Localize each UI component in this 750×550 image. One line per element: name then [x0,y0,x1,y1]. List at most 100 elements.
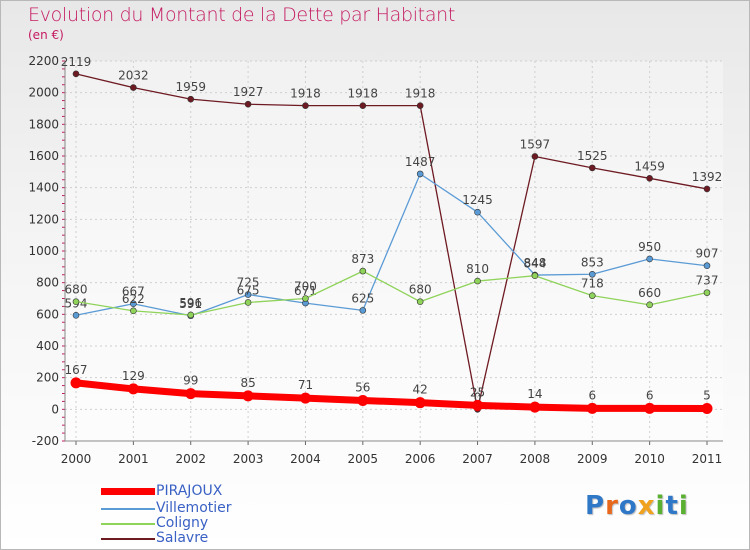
y-tick-label: 1400 [28,181,59,195]
data-label-salavre: 1959 [175,80,206,94]
y-tick-label: 2000 [28,86,59,100]
logo-letter: r [605,491,619,521]
data-label-pirajoux: 167 [65,363,88,377]
y-tick-label: 0 [51,402,59,416]
legend-label-pirajoux: PIRAJOUX [156,483,223,499]
data-point-villemotier [244,291,252,298]
logo-letter: o [618,491,638,521]
data-label-coligny: 700 [294,280,317,294]
data-point-salavre [187,95,195,103]
data-label-coligny: 844 [523,257,546,271]
data-label-pirajoux: 14 [527,387,542,401]
legend-swatch-pirajoux [101,488,155,495]
data-label-pirajoux: 71 [298,378,313,392]
logo-letter: t [665,491,679,521]
data-label-salavre: 1459 [634,159,665,173]
data-point-villemotier [359,307,367,314]
data-label-pirajoux: 6 [588,388,596,402]
x-tick-label: 2002 [175,452,206,466]
data-label-coligny: 680 [65,283,88,297]
y-tick-label: -200 [32,434,59,448]
data-label-villemotier: 1245 [462,193,493,207]
data-point-pirajoux [701,403,713,415]
data-label-coligny: 660 [638,286,661,300]
data-point-coligny [474,277,481,285]
data-label-villemotier: 950 [638,240,661,254]
data-point-villemotier [588,270,596,278]
data-point-coligny [130,307,137,315]
data-point-pirajoux [357,394,369,406]
legend-swatch-coligny [101,523,155,525]
y-tick-label: 600 [36,307,59,321]
x-tick-label: 2011 [692,452,723,466]
legend-label-salavre: Salavre [156,530,209,546]
data-label-villemotier: 907 [696,247,719,261]
data-point-salavre [531,153,539,160]
data-point-villemotier [130,300,137,308]
x-tick-label: 2005 [348,452,379,466]
series-line-coligny [75,270,708,316]
y-tick-label: 400 [36,339,59,353]
legend-swatch-villemotier [101,508,155,510]
unit-label: (en €) [28,28,64,42]
legend-item-villemotier: Villemotier [101,500,261,517]
data-label-coligny: 675 [237,283,260,297]
data-point-salavre [588,164,596,172]
y-tick-label: 1200 [28,212,59,226]
data-point-salavre [72,70,80,78]
data-point-villemotier [646,255,653,263]
data-point-salavre [244,100,252,108]
data-label-coligny: 596 [179,296,202,310]
data-point-villemotier [416,170,424,178]
data-label-salavre: 1927 [233,85,264,99]
data-label-salavre: 1918 [405,87,436,101]
data-point-coligny [531,272,539,280]
data-label-pirajoux: 129 [122,369,145,383]
y-tick-label: 800 [36,276,59,290]
data-label-villemotier: 591 [179,297,202,311]
data-point-salavre [646,175,653,182]
legend-label-villemotier: Villemotier [156,500,232,516]
data-label-villemotier: 848 [523,256,546,270]
data-point-villemotier [703,262,711,270]
data-point-salavre [703,185,711,193]
data-point-villemotier [474,208,481,216]
data-point-pirajoux [127,383,139,395]
data-label-pirajoux: 85 [240,376,255,390]
data-point-pirajoux [529,401,541,413]
data-label-coligny: 680 [409,283,432,297]
data-point-coligny [359,267,367,275]
data-label-pirajoux: 99 [183,374,198,388]
data-point-coligny [588,292,596,299]
logo-letter: x [637,491,656,521]
data-label-villemotier: 725 [237,276,260,290]
data-point-villemotier [72,311,80,319]
data-point-pirajoux [242,390,254,402]
logo-letter: P [585,491,606,521]
x-tick-label: 2001 [118,452,149,466]
data-point-pirajoux [644,402,656,414]
series-line-pirajoux [75,379,708,413]
data-label-coligny: 737 [696,274,719,288]
data-label-coligny: 718 [581,277,604,291]
y-tick-label: 1000 [28,244,59,258]
data-label-villemotier: 667 [122,285,145,299]
data-point-pirajoux [185,388,197,400]
data-label-villemotier: 1487 [405,155,436,169]
data-point-pirajoux [70,377,82,389]
x-tick-label: 2003 [233,452,264,466]
data-label-pirajoux: 6 [646,388,654,402]
y-tick-label: 2200 [28,54,59,68]
data-point-pirajoux [586,402,598,414]
x-tick-label: 2006 [405,452,436,466]
data-point-coligny [244,299,252,306]
data-label-coligny: 873 [351,252,374,266]
x-tick-label: 2008 [520,452,551,466]
x-tick-label: 2004 [290,452,321,466]
data-label-villemotier: 671 [294,284,317,298]
data-label-salavre: 0 [474,390,482,404]
data-point-coligny [646,301,653,309]
data-label-salavre: 2119 [61,55,92,69]
data-point-salavre [302,102,309,109]
